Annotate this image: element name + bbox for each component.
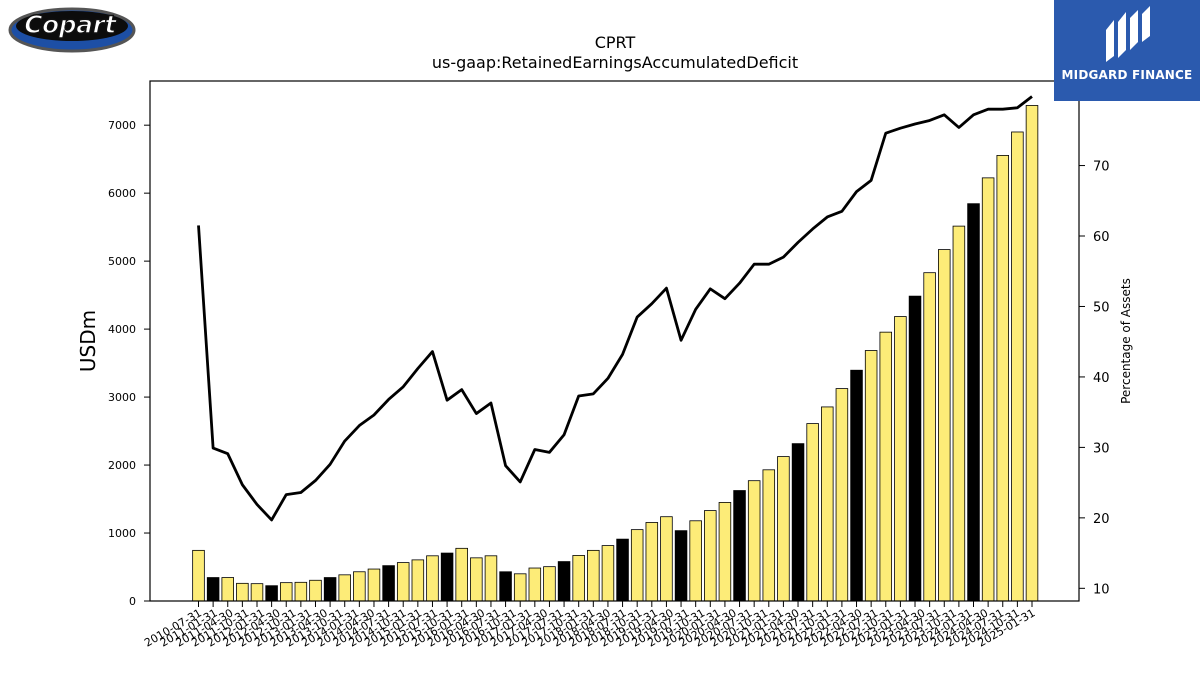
copart-logo-text: Copart — [24, 9, 117, 39]
chart-subtitle: us-gaap:RetainedEarningsAccumulatedDefic… — [432, 53, 798, 72]
bar — [660, 516, 673, 602]
x-axis-ticks: 2010-07-312011-01-312011-04-302011-10-31… — [142, 601, 1038, 650]
plot-frame — [149, 80, 1080, 602]
bar — [967, 203, 980, 602]
bar — [879, 331, 893, 602]
bar — [835, 388, 849, 602]
y-tick-label: 0 — [129, 595, 136, 608]
bar — [704, 510, 717, 602]
bar — [206, 577, 220, 602]
bar — [689, 520, 702, 602]
bar — [938, 249, 951, 602]
bar — [294, 581, 308, 602]
bar — [821, 406, 834, 602]
y-axis-label: USDm — [76, 310, 100, 372]
y2-axis-label: Percentage of Assets — [1119, 278, 1133, 404]
bar — [718, 502, 732, 602]
bar — [952, 225, 966, 602]
bar — [908, 295, 922, 602]
bar — [470, 557, 483, 602]
y-tick-label: 6000 — [108, 187, 136, 200]
bar — [265, 585, 278, 602]
bar — [601, 545, 615, 602]
y-tick-label: 4000 — [108, 323, 136, 336]
bar — [484, 555, 498, 602]
bar — [616, 538, 629, 602]
bar — [791, 443, 805, 602]
y2-tick-label: 40 — [1093, 371, 1110, 386]
y2-tick-label: 50 — [1093, 300, 1110, 315]
y2-tick-label: 20 — [1093, 512, 1110, 527]
bar — [353, 571, 366, 602]
bar — [674, 530, 688, 602]
bar — [543, 566, 556, 602]
bar — [411, 559, 425, 602]
chart-title: CPRT — [595, 33, 636, 52]
bar — [850, 369, 863, 602]
midgard-logo-text: MIDGARD FINANCE — [1061, 68, 1193, 82]
percentage-of-assets-line — [197, 95, 1033, 522]
bar-series — [192, 105, 1039, 602]
bar — [996, 155, 1010, 602]
bar — [894, 316, 907, 602]
bar — [455, 547, 468, 602]
copart-logo-shape — [8, 7, 136, 53]
bar — [923, 272, 936, 602]
bar — [806, 423, 819, 602]
y-tick-label: 5000 — [108, 255, 136, 268]
bar — [279, 582, 293, 602]
y-tick-label: 7000 — [108, 119, 136, 132]
bar — [645, 522, 659, 602]
bar — [382, 565, 395, 602]
y-axis-ticks: 0 1000 2000 3000 4000 5000 6000 7000 — [108, 119, 150, 608]
y2-tick-label: 30 — [1093, 441, 1110, 456]
y2-tick-label: 70 — [1093, 160, 1110, 175]
bar — [426, 555, 439, 602]
y-tick-label: 1000 — [108, 527, 136, 540]
bar — [309, 579, 322, 602]
bar — [777, 456, 790, 602]
bar — [1025, 105, 1039, 602]
bar — [587, 549, 600, 602]
line-series — [197, 95, 1033, 522]
bar — [367, 568, 381, 602]
bar — [499, 571, 512, 602]
bar — [192, 549, 205, 602]
y2-axis-ticks: 1020304050607080 — [1079, 89, 1110, 597]
bar — [981, 177, 995, 602]
midgard-finance-logo: MIDGARD FINANCE — [1054, 0, 1200, 101]
bar — [747, 480, 761, 602]
y2-tick-label: 60 — [1093, 230, 1110, 245]
bar — [733, 490, 746, 602]
bar — [250, 583, 264, 602]
midgard-mark-icon — [1106, 6, 1150, 62]
y2-tick-label: 10 — [1093, 582, 1110, 597]
y-tick-label: 3000 — [108, 391, 136, 404]
copart-logo: Copart — [4, 4, 136, 54]
bar — [221, 577, 234, 602]
bar — [630, 529, 644, 602]
bar — [557, 561, 571, 602]
bar — [513, 573, 527, 602]
bar — [762, 469, 776, 602]
bar — [572, 555, 585, 602]
bar — [528, 567, 542, 602]
bar — [236, 582, 249, 602]
bar — [440, 552, 454, 602]
bar — [323, 577, 337, 602]
bar — [1011, 131, 1024, 602]
bar — [864, 350, 878, 602]
bar — [396, 562, 410, 602]
bar — [338, 574, 351, 602]
y-tick-label: 2000 — [108, 459, 136, 472]
